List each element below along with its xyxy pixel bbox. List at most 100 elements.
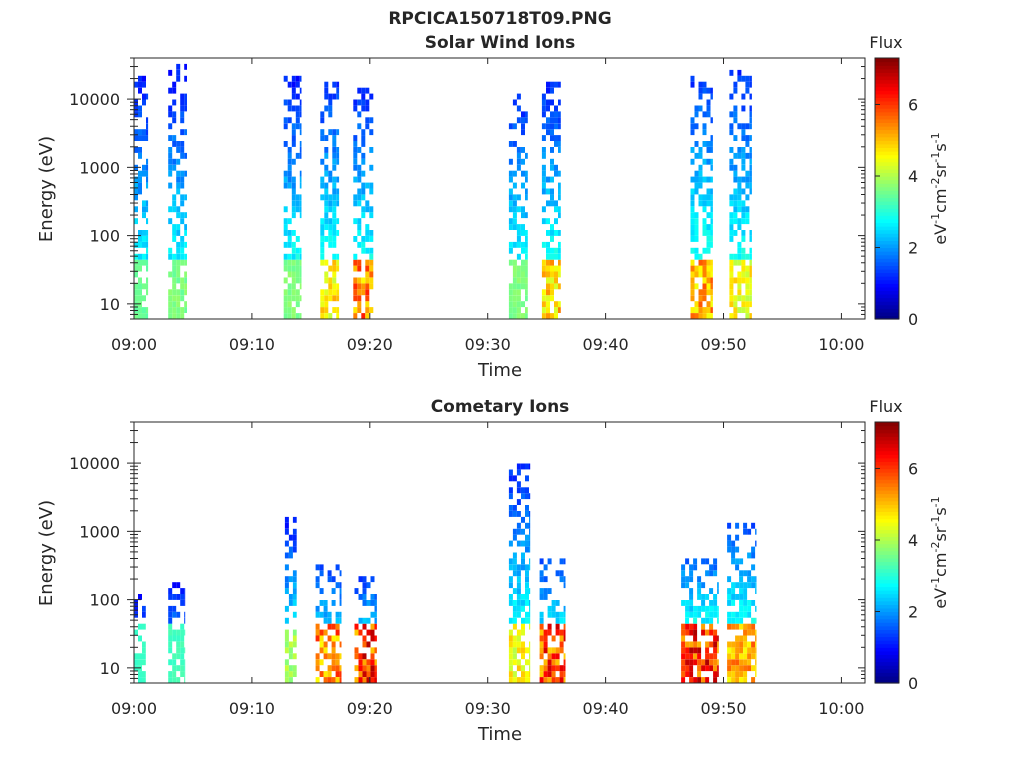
heatmap-cell (332, 135, 337, 141)
heatmap-cell (706, 194, 711, 201)
heatmap-cell (550, 253, 554, 260)
heatmap-cell (284, 665, 289, 672)
heatmap-cell (710, 194, 713, 201)
heatmap-cell (146, 283, 149, 290)
colorbar-segment (875, 436, 899, 441)
heatmap-cell (134, 241, 138, 248)
colorbar-segment (875, 629, 899, 634)
heatmap-cell (353, 158, 358, 165)
heatmap-cell (374, 605, 377, 612)
heatmap-cell (339, 594, 342, 600)
heatmap-cell (554, 230, 558, 236)
heatmap-cell (525, 493, 529, 500)
heatmap-cell (702, 230, 707, 236)
heatmap-cell (689, 594, 694, 600)
colorbar-segment (875, 593, 899, 598)
heatmap-cell (358, 617, 363, 624)
heatmap-cell (550, 224, 554, 230)
heatmap-cell (291, 283, 296, 290)
heatmap-cell (749, 313, 752, 319)
heatmap-cell (320, 135, 325, 141)
heatmap-cell (554, 117, 558, 124)
heatmap-cell (142, 164, 146, 171)
heatmap-cell (681, 570, 686, 577)
heatmap-cell (319, 635, 324, 642)
heatmap-cell (751, 617, 756, 624)
heatmap-cell (525, 259, 528, 266)
heatmap-cell (555, 600, 560, 606)
heatmap-cell (353, 289, 358, 296)
heatmap-cell (706, 176, 711, 183)
heatmap-cell (336, 152, 340, 159)
heatmap-cell (332, 295, 337, 302)
heatmap-cell (184, 152, 187, 159)
heatmap-cell (521, 129, 525, 136)
colorbar-segment (875, 522, 899, 527)
colorbar-segment (875, 497, 899, 502)
heatmap-cell (176, 176, 181, 183)
heatmap-cell (558, 111, 561, 118)
heatmap-cell (685, 665, 690, 672)
heatmap-cell (558, 283, 561, 290)
heatmap-cell (361, 283, 366, 290)
heatmap-cell (694, 265, 699, 272)
heatmap-cell (729, 194, 734, 201)
heatmap-cell (690, 123, 695, 130)
heatmap-cell (365, 247, 370, 254)
heatmap-cell (755, 641, 757, 648)
heatmap-cell (295, 271, 300, 278)
colorbar-tick-label: 6 (908, 459, 918, 478)
heatmap-cell (741, 247, 746, 254)
heatmap-cell (731, 671, 736, 677)
colorbar-segment (875, 468, 899, 473)
heatmap-cell (521, 247, 525, 254)
heatmap-cell (741, 277, 746, 284)
heatmap-cell (546, 277, 550, 284)
heatmap-cell (336, 188, 340, 195)
heatmap-cell (315, 659, 320, 666)
heatmap-cell (291, 135, 296, 141)
heatmap-cell (184, 259, 187, 266)
colorbar-segment (875, 643, 899, 648)
heatmap-cell (741, 75, 746, 82)
heatmap-cell (521, 117, 525, 124)
heatmap-cell (512, 182, 517, 189)
heatmap-cell (134, 271, 138, 278)
heatmap-cell (546, 289, 550, 296)
heatmap-cell (184, 671, 186, 677)
heatmap-cell (299, 141, 302, 147)
heatmap-cell (743, 600, 748, 606)
heatmap-cell (328, 295, 333, 302)
heatmap-cell (525, 576, 529, 583)
heatmap-cell (146, 265, 149, 272)
heatmap-cell (709, 641, 714, 648)
heatmap-cell (176, 230, 181, 236)
heatmap-cell (180, 259, 185, 266)
heatmap-cell (516, 236, 521, 242)
heatmap-cell (176, 295, 181, 302)
heatmap-cell (694, 224, 699, 230)
heatmap-cell (138, 307, 142, 313)
heatmap-cell (727, 534, 732, 541)
heatmap-cell (172, 301, 177, 308)
heatmap-cell (745, 152, 750, 159)
heatmap-cell (508, 241, 513, 248)
heatmap-cell (709, 564, 714, 571)
heatmap-cell (550, 99, 554, 106)
colorbar-segment (875, 154, 899, 159)
heatmap-cell (512, 224, 517, 230)
heatmap-cell (702, 200, 707, 207)
heatmap-cell (283, 307, 288, 313)
heatmap-cell (554, 81, 558, 88)
heatmap-cell (710, 259, 713, 266)
heatmap-cell (184, 600, 186, 606)
heatmap-cell (547, 677, 552, 683)
heatmap-cell (516, 665, 521, 672)
heatmap-cell (512, 271, 517, 278)
heatmap-cell (353, 307, 358, 313)
heatmap-cell (335, 665, 340, 672)
heatmap-cell (698, 87, 703, 94)
heatmap-cell (142, 295, 146, 302)
heatmap-cell (353, 259, 358, 266)
